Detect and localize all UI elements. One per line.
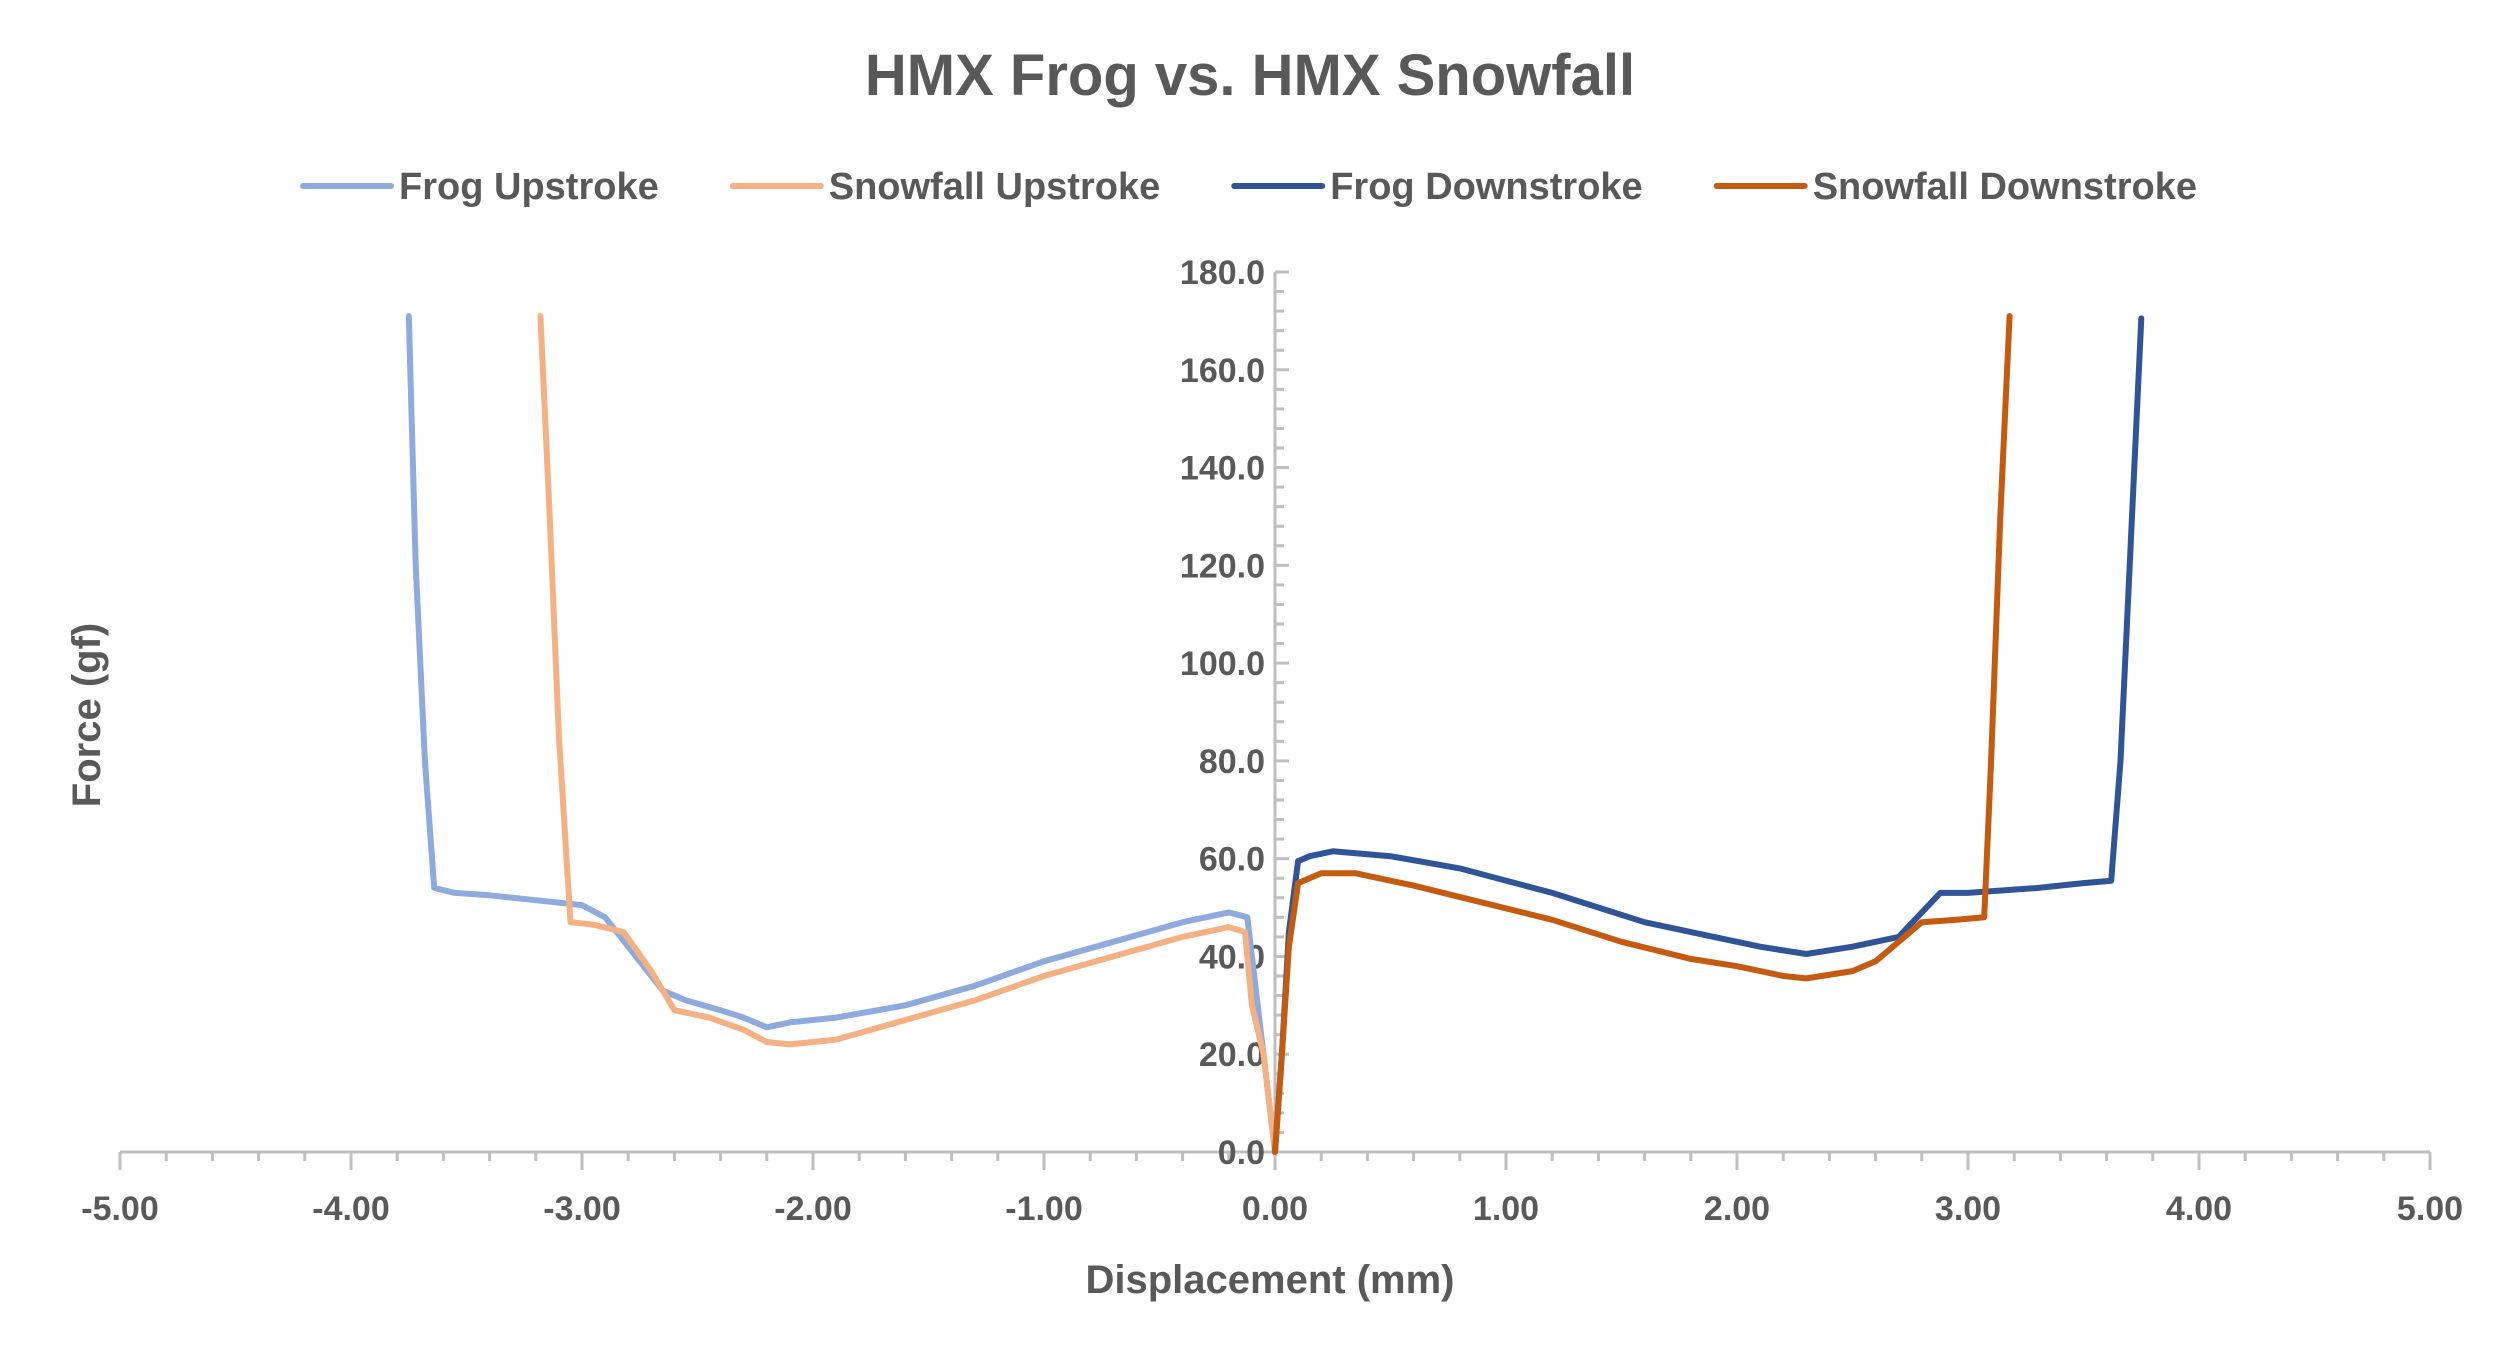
y-tick-label: 140.0 [1180,450,1265,488]
legend: Frog Upstroke Snowfall Upstroke Frog Downs… [300,166,2197,208]
y-axis-title: Force (gf) [65,623,109,807]
series-line-frog-downstroke [1272,315,2145,1155]
axes: -5.00 -4.00 -3.00 -2.00 -1.00 0.00 1.00 2.00 3.0… [81,254,2463,1228]
x-tick-label: 2.00 [1704,1190,1770,1228]
y-tick-label: 0.0 [1218,1134,1265,1172]
legend-label-frog-downstroke: Frog Downstroke [1330,166,1642,208]
x-tick-label: 0.00 [1242,1190,1308,1228]
x-tick-label: 1.00 [1473,1190,1539,1228]
legend-label-frog-upstroke: Frog Upstroke [399,166,659,208]
series-line-frog-upstroke [405,313,1278,1155]
y-tick-label: 180.0 [1180,254,1265,292]
series-line-snowfall-downstroke [1272,313,2013,1155]
y-tick-label: 100.0 [1180,645,1265,683]
plot-area [405,313,2145,1155]
series-line-snowfall-upstroke [537,313,1278,1155]
x-tick-label: -2.00 [774,1190,852,1228]
x-tick-label: -4.00 [312,1190,390,1228]
x-tick-label: 5.00 [2397,1190,2463,1228]
x-tick-label: -5.00 [81,1190,159,1228]
x-tick-label: -3.00 [543,1190,621,1228]
y-tick-label: 120.0 [1180,547,1265,585]
legend-label-snowfall-upstroke: Snowfall Upstroke [829,166,1161,208]
x-tick-label: -1.00 [1005,1190,1083,1228]
y-tick-label: 160.0 [1180,352,1265,390]
x-tick-label: 3.00 [1935,1190,2001,1228]
x-tick-label: 4.00 [2166,1190,2232,1228]
legend-label-snowfall-downstroke: Snowfall Downstroke [1813,166,2197,208]
y-tick-label: 60.0 [1199,841,1265,879]
x-axis-title: Displacement (mm) [1086,1258,1455,1302]
y-tick-label: 80.0 [1199,743,1265,781]
chart-title: HMX Frog vs. HMX Snowfall [865,43,1635,108]
y-tick-label: 20.0 [1199,1036,1265,1074]
